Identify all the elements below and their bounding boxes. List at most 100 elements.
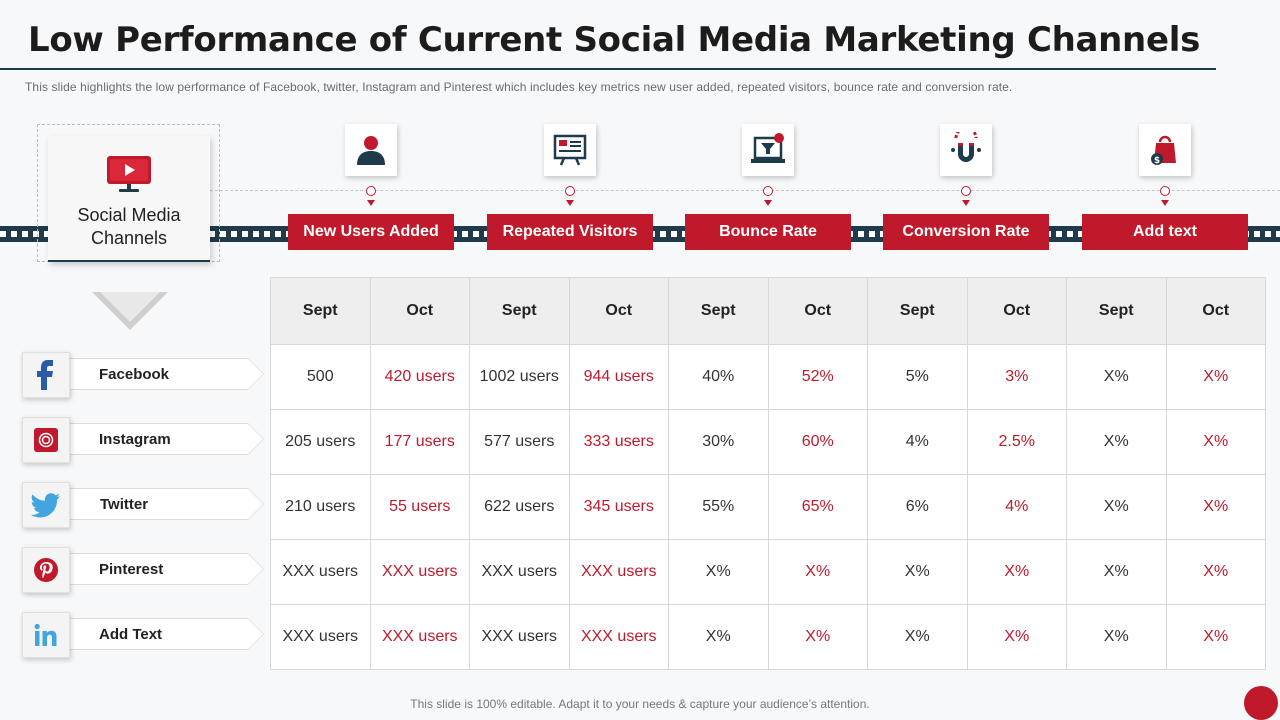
channel-tag [52,553,264,585]
table-row: 210 users 55 users 622 users 345 users 5… [270,474,1266,540]
page-title: Low Performance of Current Social Media … [28,20,1201,60]
table-cell: XXX users [369,604,470,670]
table-cell: X% [1066,409,1167,475]
pin-tip [367,200,375,206]
table-row: XXX users XXX users XXX users XXX users … [270,604,1266,670]
decorative-corner-dot [1244,686,1278,720]
table-cell: 40% [668,344,769,410]
chevron-down-icon [92,292,168,330]
table-cell: 65% [767,474,868,540]
table-cell: XXX users [270,539,371,605]
channel-card-title-line2: Channels [90,228,168,248]
channel-row-pinterest: Pinterest [22,547,264,593]
table-cell: XXX users [568,604,669,670]
pin-marker [565,186,575,196]
table-cell: 622 users [469,474,570,540]
metrics-table: Sept Oct Sept Oct Sept Oct Sept Oct Sept… [270,277,1266,670]
table-cell: X% [668,604,769,670]
column-header: Sept [469,277,570,345]
column-header: Sept [1066,277,1167,345]
channel-row-twitter: Twitter [22,482,264,528]
laptop-funnel-icon [742,124,794,176]
pin-marker [366,186,376,196]
pin-tip [962,200,970,206]
table-cell: X% [1066,474,1167,540]
table-cell: 420 users [369,344,470,410]
metric-label: Bounce Rate [685,214,851,250]
channel-row-instagram: Instagram [22,417,264,463]
channel-row-add-text: Add Text [22,612,264,658]
column-header: Oct [767,277,868,345]
column-header: Oct [1165,277,1266,345]
table-cell: XXX users [469,604,570,670]
column-header: Sept [668,277,769,345]
channel-label: Facebook [99,366,170,383]
table-cell: X% [767,604,868,670]
table-cell: 6% [867,474,968,540]
pin-marker [961,186,971,196]
table-cell: 944 users [568,344,669,410]
channel-label: Pinterest [99,561,164,578]
table-cell: X% [1165,344,1266,410]
channel-tag [52,618,264,650]
table-cell: 500 [270,344,371,410]
table-cell: XXX users [270,604,371,670]
table-cell: X% [867,604,968,670]
channel-tag [52,358,264,390]
table-cell: X% [668,539,769,605]
table-cell: 345 users [568,474,669,540]
user-icon [345,124,397,176]
table-cell: 577 users [469,409,570,475]
table-cell: 177 users [369,409,470,475]
table-cell: XXX users [369,539,470,605]
table-cell: 210 users [270,474,371,540]
pin-tip [566,200,574,206]
table-cell: X% [1165,539,1266,605]
channel-card: Social Media Channels [48,136,210,262]
shopping-bag-dollar-icon: $ [1139,124,1191,176]
pinterest-icon [22,547,70,593]
table-cell: 55% [668,474,769,540]
channel-row-facebook: Facebook [22,352,264,398]
presentation-board-icon [544,124,596,176]
table-cell: X% [1066,604,1167,670]
table-cell: X% [966,604,1067,670]
table-cell: 55 users [369,474,470,540]
column-header: Sept [867,277,968,345]
instagram-icon [22,417,70,463]
table-cell: 2.5% [966,409,1067,475]
table-cell: X% [767,539,868,605]
metric-label: New Users Added [288,214,454,250]
table-row: 500 420 users 1002 users 944 users 40% 5… [270,344,1266,410]
channel-tag [52,488,264,520]
column-header: Oct [966,277,1067,345]
pin-marker [763,186,773,196]
table-row: 205 users 177 users 577 users 333 users … [270,409,1266,475]
linkedin-icon [22,612,70,658]
facebook-icon [22,352,70,398]
column-header: Sept [270,277,371,345]
pin-marker [1160,186,1170,196]
channel-label: Twitter [100,496,149,513]
table-cell: 52% [767,344,868,410]
table-cell: X% [1165,409,1266,475]
table-cell: 3% [966,344,1067,410]
table-cell: X% [966,539,1067,605]
table-cell: X% [1165,604,1266,670]
page-subtitle: This slide highlights the low performanc… [25,80,1013,94]
table-cell: X% [1165,474,1266,540]
magnet-conversion-icon [940,124,992,176]
table-row: XXX users XXX users XXX users XXX users … [270,539,1266,605]
twitter-icon [22,482,70,528]
table-cell: 30% [668,409,769,475]
column-header: Oct [568,277,669,345]
channel-tag [52,423,264,455]
metric-label: Conversion Rate [883,214,1049,250]
table-cell: 5% [867,344,968,410]
table-cell: X% [1066,539,1167,605]
metric-label: Repeated Visitors [487,214,653,250]
table-cell: 4% [966,474,1067,540]
pin-tip [1161,200,1169,206]
table-cell: 333 users [568,409,669,475]
table-cell: 60% [767,409,868,475]
